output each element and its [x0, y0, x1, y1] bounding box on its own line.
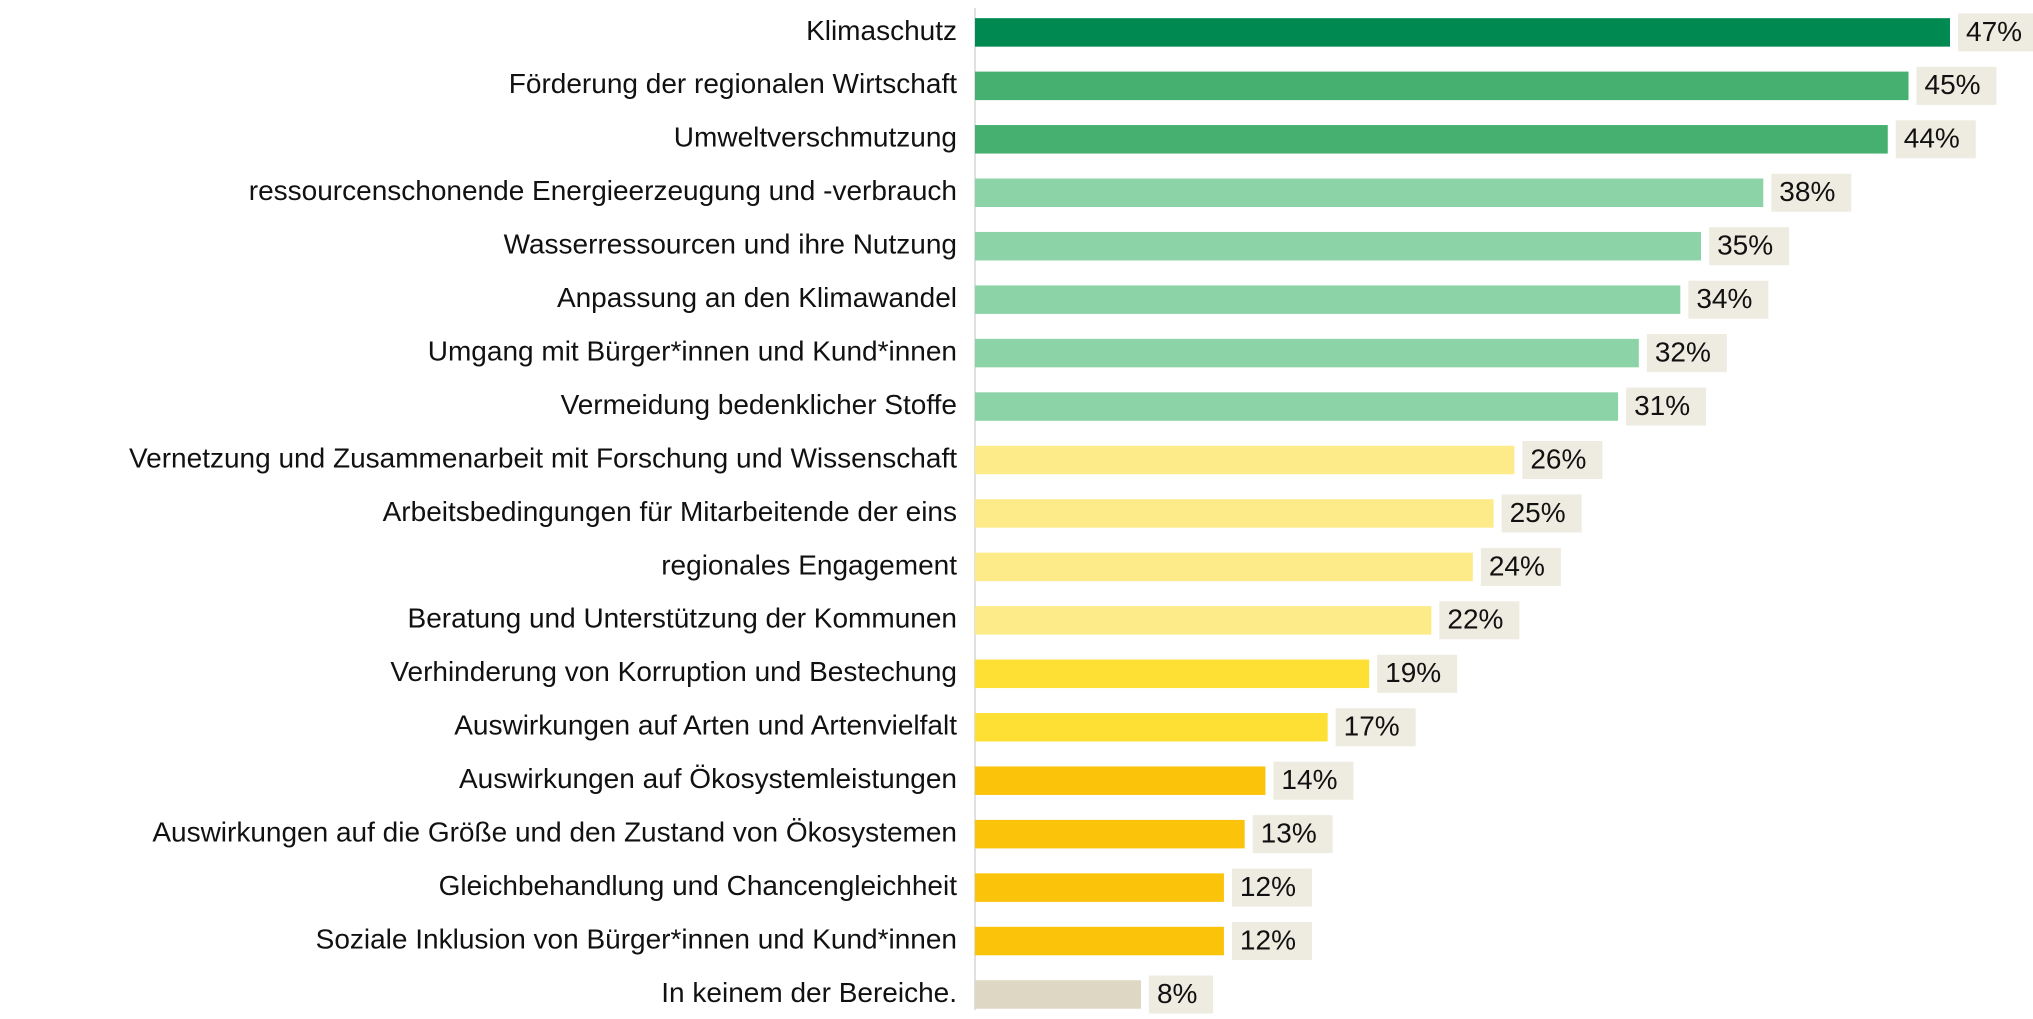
bar — [975, 499, 1494, 528]
bar — [975, 178, 1764, 207]
category-label: Auswirkungen auf Arten und Artenvielfalt — [454, 710, 957, 741]
bar — [975, 285, 1681, 314]
category-label: Anpassung an den Klimawandel — [557, 282, 957, 313]
value-label-bg — [1895, 120, 1976, 159]
bar — [975, 231, 1702, 261]
value-label-bg — [1335, 708, 1416, 747]
value-label-bg — [1626, 387, 1707, 426]
bar — [975, 338, 1639, 368]
category-label: Umweltverschmutzung — [674, 122, 957, 153]
value-label: 19% — [1385, 657, 1441, 688]
category-label: Auswirkungen auf die Größe und den Zusta… — [152, 817, 957, 848]
value-label: 31% — [1634, 390, 1690, 421]
value-label-bg — [1709, 227, 1790, 266]
category-label: Auswirkungen auf Ökosystemleistungen — [459, 763, 957, 794]
value-label: 35% — [1717, 230, 1773, 261]
bar — [975, 18, 1950, 47]
value-label: 8% — [1157, 978, 1197, 1009]
category-label: In keinem der Bereiche. — [661, 977, 957, 1008]
value-label-bg — [1958, 13, 2033, 52]
value-label: 45% — [1925, 69, 1981, 100]
category-label: ressourcenschonende Energieerzeugung und… — [249, 175, 957, 206]
value-label: 26% — [1530, 443, 1586, 474]
value-label: 12% — [1240, 924, 1296, 955]
bar — [975, 980, 1141, 1009]
value-label: 32% — [1655, 336, 1711, 367]
bar — [975, 552, 1473, 582]
category-label: Wasserressourcen und ihre Nutzung — [504, 229, 957, 260]
category-label: Verhinderung von Korruption und Bestechu… — [390, 656, 957, 687]
category-label: Vernetzung und Zusammenarbeit mit Forsch… — [129, 442, 957, 473]
value-label: 38% — [1779, 176, 1835, 207]
bar — [975, 606, 1432, 635]
bar — [975, 392, 1619, 421]
value-label: 25% — [1510, 497, 1566, 528]
value-label: 14% — [1281, 764, 1337, 795]
value-label-bg — [1377, 654, 1458, 693]
bar — [975, 873, 1224, 902]
category-label: Förderung der regionalen Wirtschaft — [509, 68, 957, 99]
value-label-bg — [1771, 173, 1852, 212]
value-label: 17% — [1344, 711, 1400, 742]
value-label-bg — [1273, 761, 1354, 800]
value-label-bg — [1148, 975, 1213, 1014]
category-label: Arbeitsbedingungen für Mitarbeitende der… — [383, 496, 957, 527]
value-label: 47% — [1966, 16, 2022, 47]
category-label: Soziale Inklusion von Bürger*innen und K… — [316, 923, 957, 954]
value-label: 44% — [1904, 123, 1960, 154]
value-label: 22% — [1447, 604, 1503, 635]
bar — [975, 713, 1328, 742]
value-label-bg — [1231, 922, 1312, 961]
value-label-bg — [1646, 334, 1727, 373]
bar — [975, 819, 1245, 849]
value-label-bg — [1522, 441, 1603, 479]
value-label-bg — [1439, 601, 1520, 640]
value-label-bg — [1688, 280, 1769, 319]
category-label: Klimaschutz — [806, 15, 957, 46]
category-label: Gleichbehandlung und Chancengleichheit — [439, 870, 958, 901]
category-label: Vermeidung bedenklicher Stoffe — [561, 389, 957, 420]
value-label-bg — [1480, 547, 1561, 586]
bar — [975, 926, 1224, 956]
category-label: Beratung und Unterstützung der Kommunen — [408, 603, 957, 634]
bar — [975, 125, 1888, 154]
category-label: regionales Engagement — [661, 549, 957, 580]
bar — [975, 766, 1266, 795]
value-label: 34% — [1696, 283, 1752, 314]
value-label: 13% — [1261, 818, 1317, 849]
value-label-bg — [1501, 494, 1582, 533]
bar — [975, 445, 1515, 475]
value-label: 12% — [1240, 871, 1296, 902]
value-label: 24% — [1489, 550, 1545, 581]
category-label: Umgang mit Bürger*innen und Kund*innen — [428, 335, 957, 366]
bar — [975, 71, 1909, 101]
value-label-bg — [1916, 66, 1997, 105]
bar — [975, 659, 1370, 689]
value-label-bg — [1231, 868, 1312, 907]
value-label-bg — [1252, 815, 1333, 854]
